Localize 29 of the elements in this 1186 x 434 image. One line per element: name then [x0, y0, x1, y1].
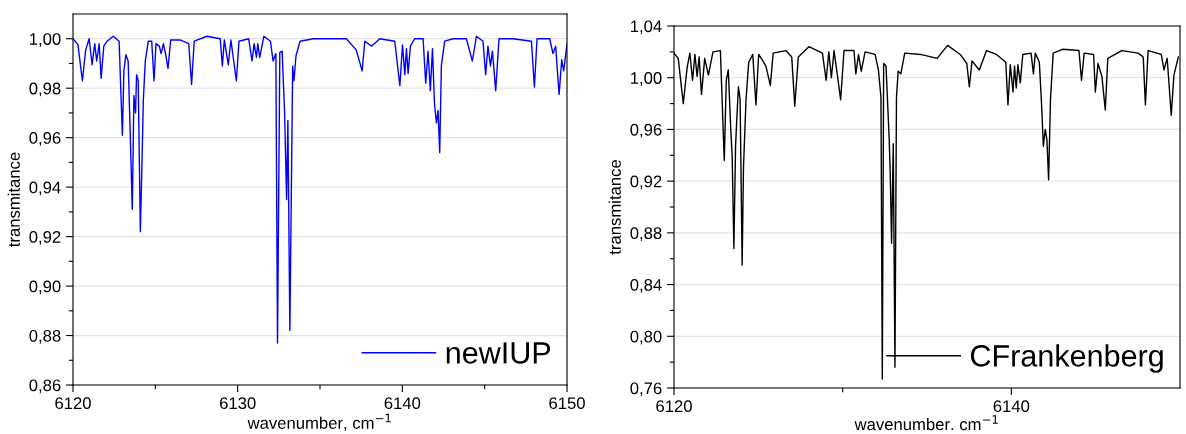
y-axis-title: transmitance [7, 152, 20, 247]
y-tick-label: 1,04 [631, 20, 662, 35]
x-tick-label: 6140 [384, 397, 421, 410]
y-tick-label: 0,88 [630, 227, 662, 242]
x-tick-label: 6140 [993, 400, 1030, 413]
y-tick-label: 0,96 [29, 132, 61, 146]
y-tick-label: 1,00 [631, 72, 662, 86]
y-tick-label: 0,76 [630, 382, 662, 397]
x-tick-label: 6150 [549, 397, 585, 410]
y-tick-label: 0,92 [29, 231, 61, 245]
y-tick-label: 0,96 [630, 123, 662, 138]
y-tick-label: 0,94 [29, 181, 61, 196]
x-axis-title: wavenumber. cm$^{−1}$ [854, 415, 998, 431]
y-tick-label: 0,90 [29, 280, 61, 295]
x-tick-label: 6120 [55, 397, 91, 410]
y-tick-label: 0,84 [630, 278, 662, 293]
y-tick-label: 0,92 [630, 175, 662, 190]
y-tick-label: 0,98 [29, 82, 61, 97]
x-tick-label: 6120 [656, 400, 692, 413]
legend-label: newIUP [446, 342, 551, 364]
y-tick-label: 0,86 [29, 379, 61, 394]
y-tick-label: 0,88 [29, 329, 61, 344]
line-series [73, 35, 567, 344]
x-tick-label: 6130 [219, 397, 256, 410]
y-tick-label: 1,00 [30, 33, 61, 47]
legend-label: CFrankenberg [970, 344, 1163, 373]
y-axis-title: transmitance [608, 160, 621, 255]
x-axis-title: wavenumber, cm$^{−1}$ [247, 413, 391, 431]
y-tick-label: 0,80 [630, 330, 662, 345]
